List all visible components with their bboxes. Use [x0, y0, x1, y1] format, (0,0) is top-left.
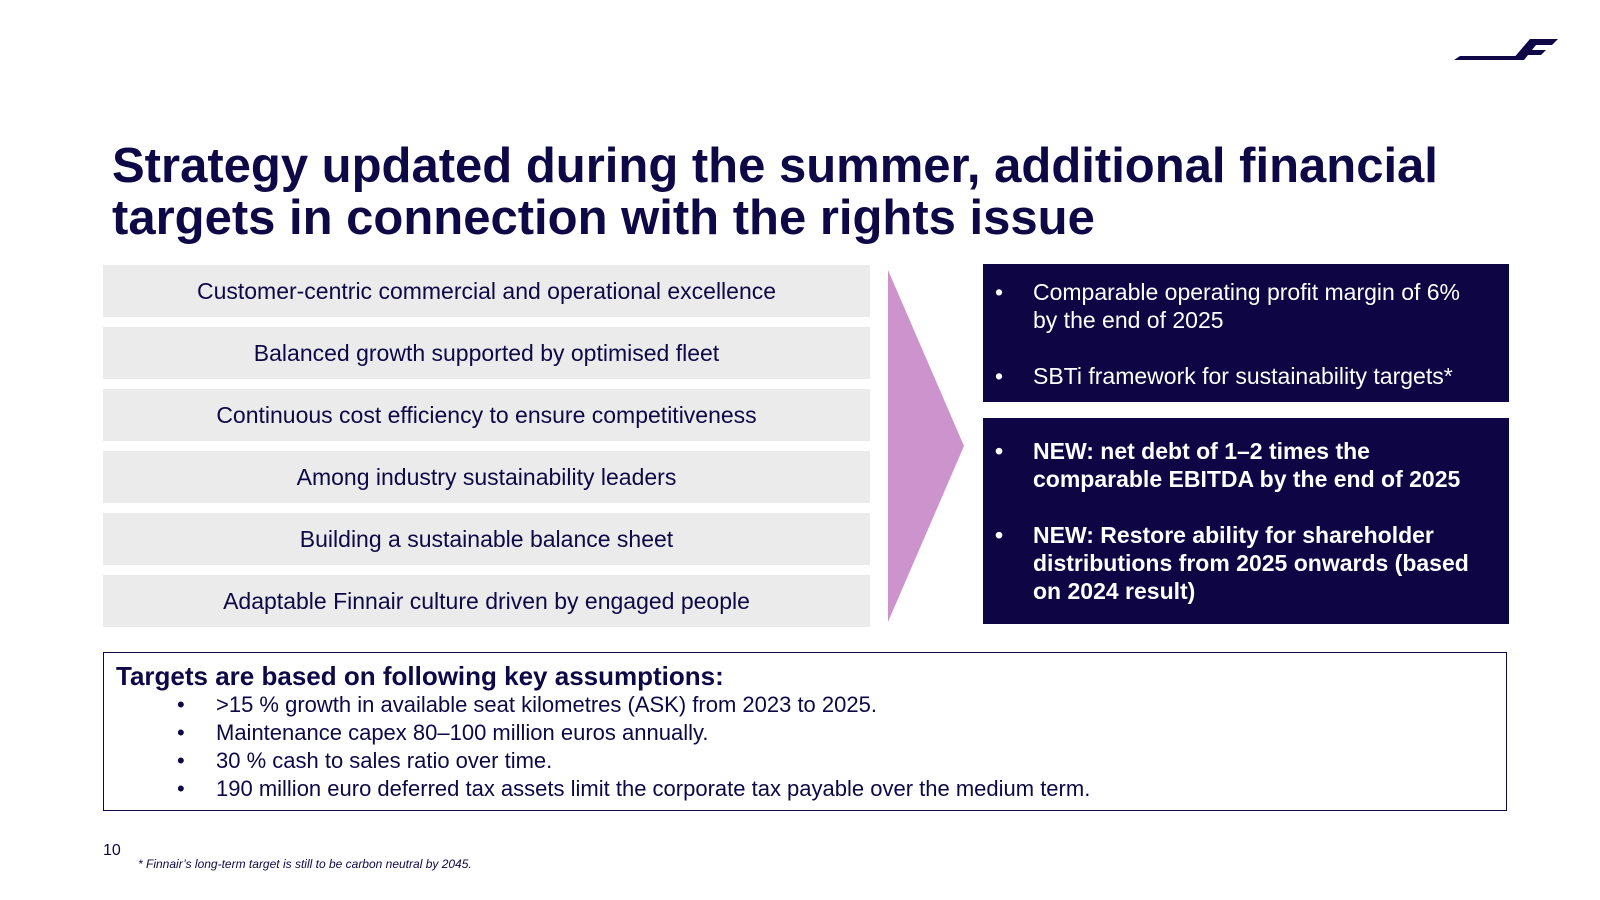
bullet: •: [177, 720, 185, 745]
bullet: •: [995, 279, 1004, 305]
bullet: •: [177, 748, 185, 773]
bullet: •: [995, 522, 1004, 548]
assumptions-box: Targets are based on following key assum…: [103, 652, 1507, 811]
new-targets-box: • NEW: net debt of 1–2 times the compara…: [983, 418, 1509, 624]
assumption-text: Maintenance capex 80–100 million euros a…: [216, 720, 709, 745]
target-text: NEW: net debt of 1–2 times the comparabl…: [1033, 438, 1461, 492]
strategy-pillar: Customer-centric commercial and operatio…: [103, 265, 870, 317]
strategy-pillar: Building a sustainable balance sheet: [103, 513, 870, 565]
assumption-item: • 30 % cash to sales ratio over time.: [177, 747, 1506, 775]
slide-title: Strategy updated during the summer, addi…: [112, 139, 1438, 245]
assumption-text: >15 % growth in available seat kilometre…: [216, 692, 877, 717]
strategy-pillars: Customer-centric commercial and operatio…: [103, 265, 870, 637]
strategy-pillar: Continuous cost efficiency to ensure com…: [103, 389, 870, 441]
assumption-text: 190 million euro deferred tax assets lim…: [216, 776, 1091, 801]
footnote: * Finnair’s long-term target is still to…: [138, 857, 472, 871]
bullet: •: [177, 776, 185, 801]
strategy-pillar: Balanced growth supported by optimised f…: [103, 327, 870, 379]
page-number: 10: [103, 842, 121, 859]
bullet: •: [995, 438, 1004, 464]
target-item: • NEW: net debt of 1–2 times the compara…: [995, 437, 1485, 493]
target-item: • Comparable operating profit margin of …: [995, 278, 1485, 334]
strategy-pillar: Adaptable Finnair culture driven by enga…: [103, 575, 870, 627]
assumption-item: • Maintenance capex 80–100 million euros…: [177, 719, 1506, 747]
assumption-item: • 190 million euro deferred tax assets l…: [177, 775, 1506, 803]
finnair-logo-icon: [1454, 39, 1558, 60]
chevron-arrow-icon: [888, 270, 964, 622]
assumptions-heading: Targets are based on following key assum…: [116, 661, 724, 691]
financial-targets-box: • Comparable operating profit margin of …: [983, 264, 1509, 402]
bullet: •: [177, 692, 185, 717]
strategy-pillar: Among industry sustainability leaders: [103, 451, 870, 503]
target-text: NEW: Restore ability for shareholder dis…: [1033, 522, 1469, 604]
bullet: •: [995, 363, 1004, 389]
assumption-item: • >15 % growth in available seat kilomet…: [177, 691, 1506, 719]
target-item: • NEW: Restore ability for shareholder d…: [995, 521, 1485, 605]
assumption-text: 30 % cash to sales ratio over time.: [216, 748, 553, 773]
target-item: • SBTi framework for sustainability targ…: [995, 362, 1485, 390]
target-text: Comparable operating profit margin of 6%…: [1033, 279, 1461, 333]
target-text: SBTi framework for sustainability target…: [1033, 363, 1453, 389]
